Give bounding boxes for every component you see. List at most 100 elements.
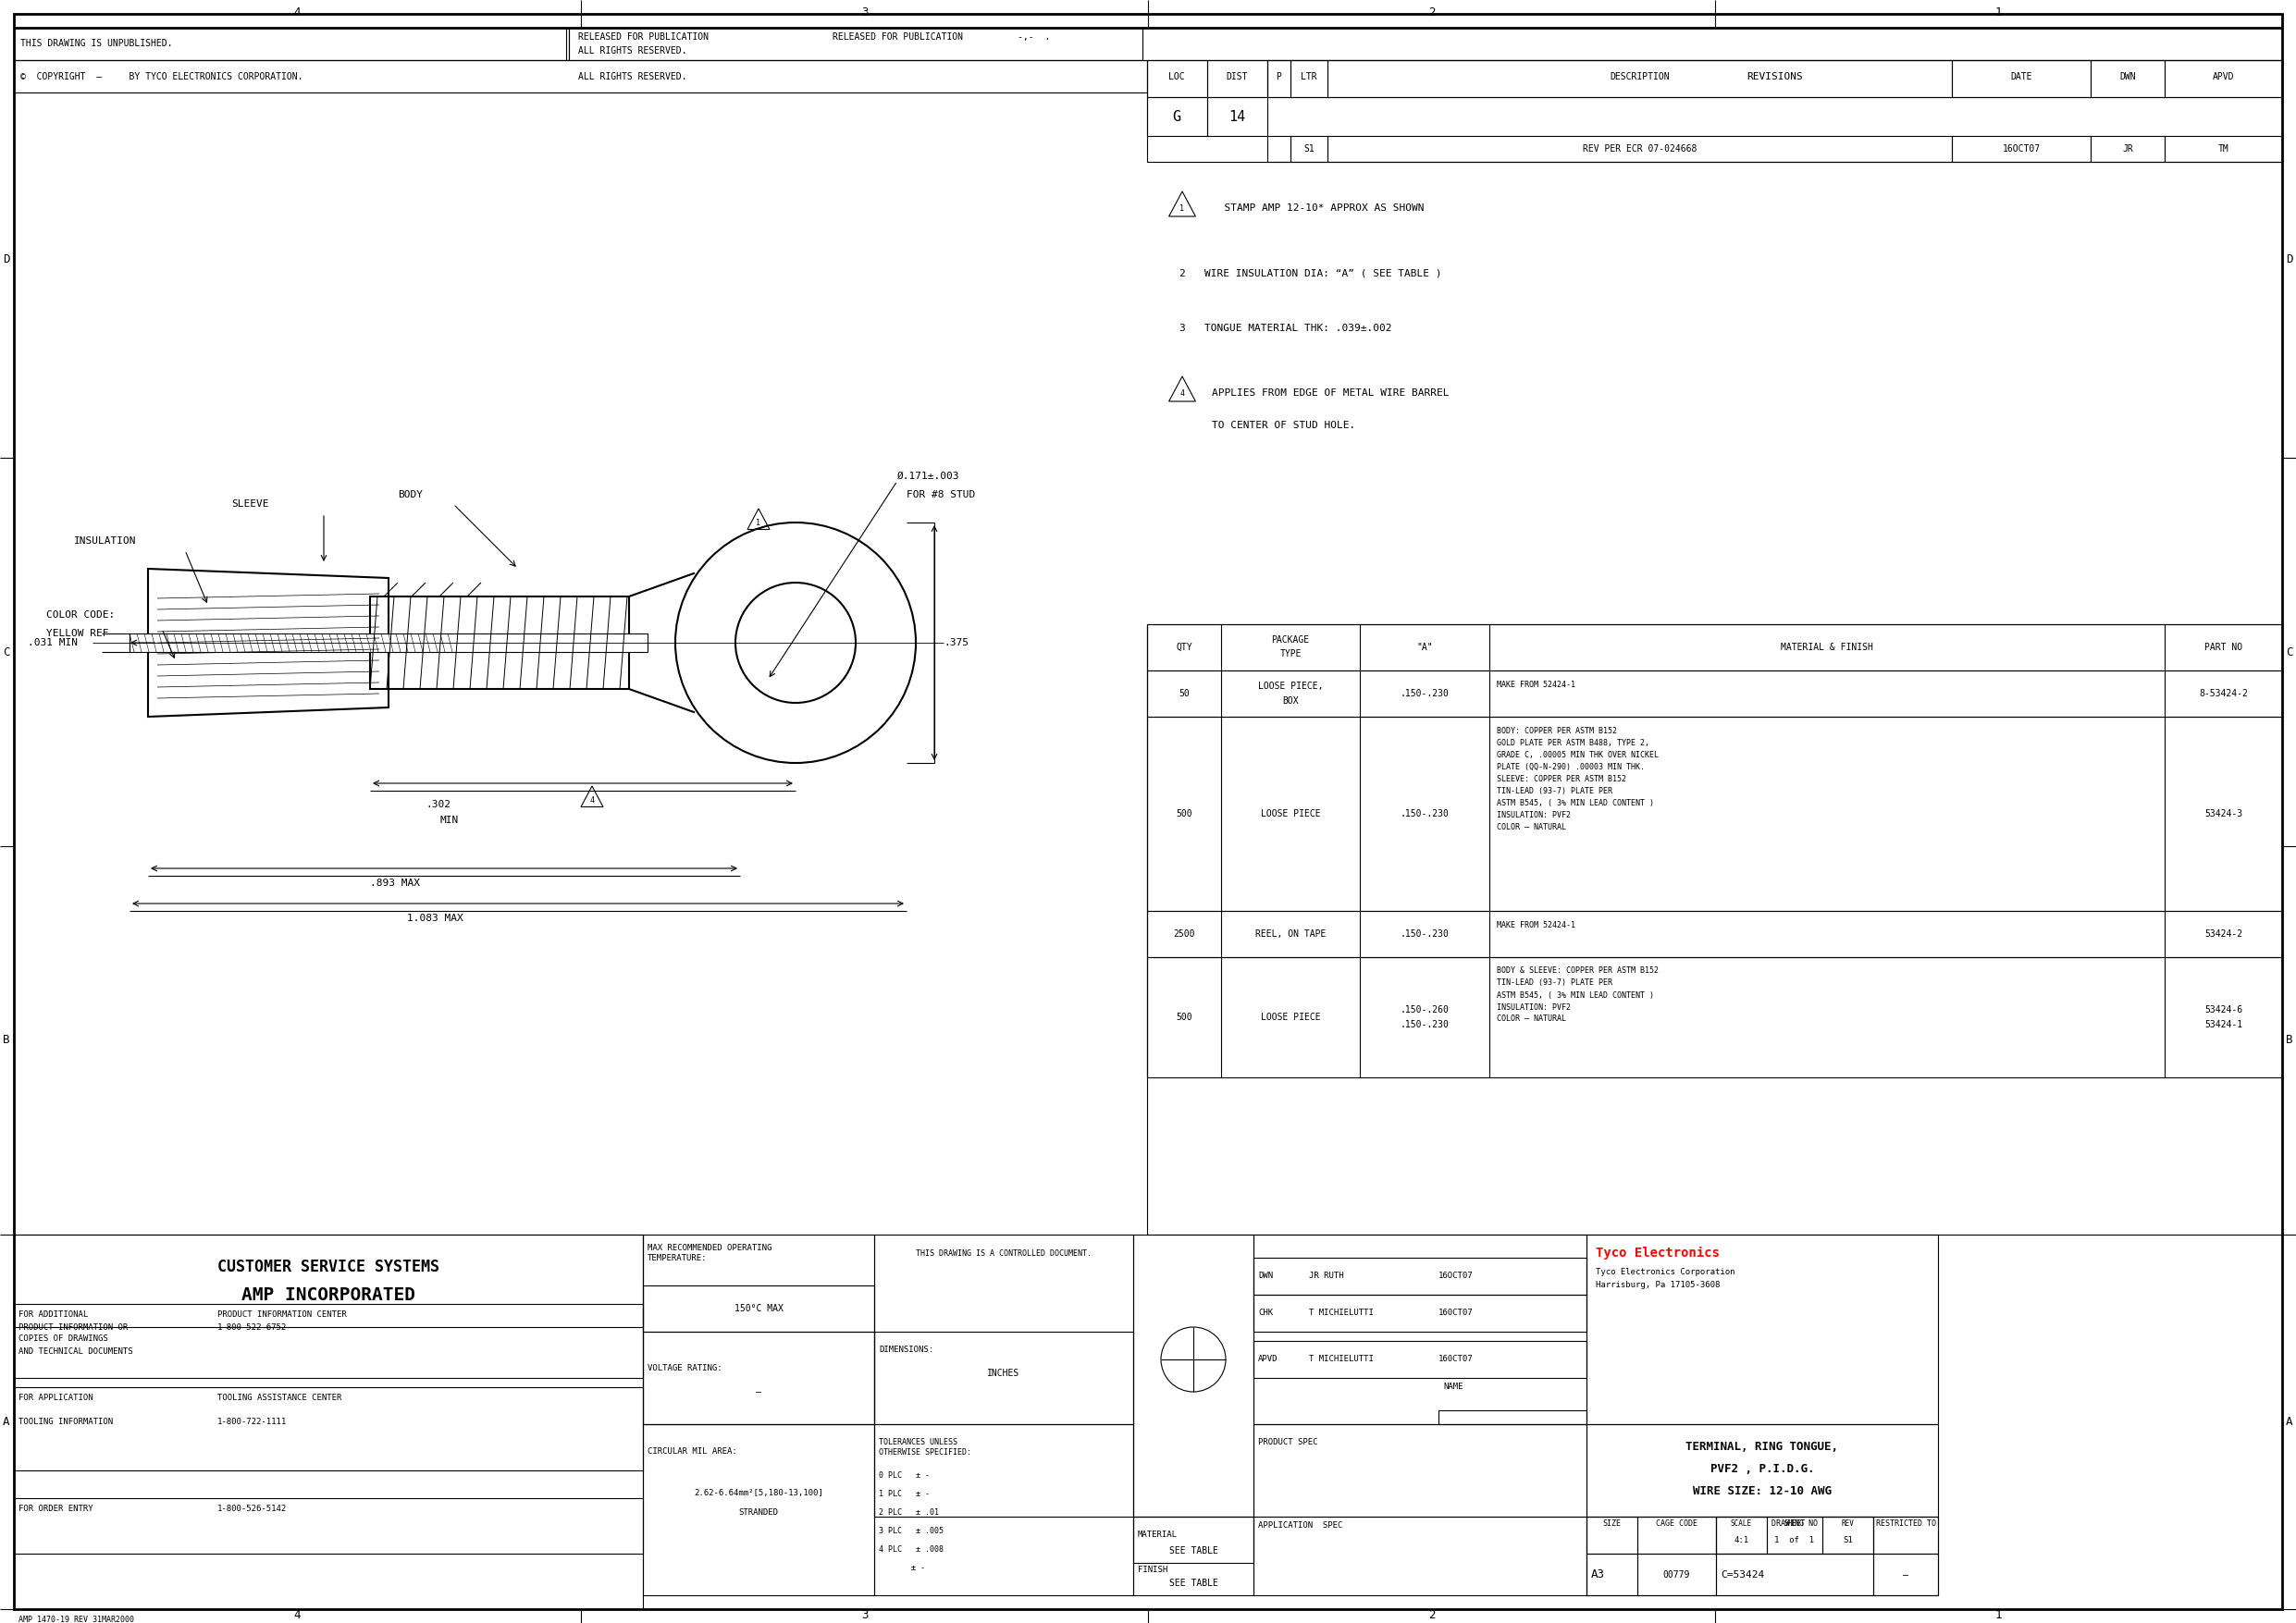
Text: 1: 1: [1180, 204, 1185, 213]
Text: 0 PLC   ± -: 0 PLC ± -: [879, 1470, 930, 1479]
Text: PACKAGE: PACKAGE: [1272, 635, 1309, 644]
Bar: [14, 1303, 643, 1378]
Text: 500: 500: [1176, 1013, 1192, 1022]
Bar: [1148, 60, 1208, 97]
Text: SLEEVE: COPPER PER ASTM B152: SLEEVE: COPPER PER ASTM B152: [1497, 774, 1626, 782]
Bar: [643, 1332, 875, 1423]
Text: APVD: APVD: [2213, 71, 2234, 81]
Text: TOLERANCES UNLESS
OTHERWISE SPECIFIED:: TOLERANCES UNLESS OTHERWISE SPECIFIED:: [879, 1438, 971, 1456]
Text: TERMINAL, RING TONGUE,: TERMINAL, RING TONGUE,: [1685, 1441, 1839, 1453]
Text: 2500: 2500: [1173, 930, 1194, 938]
Text: Ø.171±.003: Ø.171±.003: [898, 472, 960, 480]
Bar: [1148, 717, 2282, 911]
Text: -,-  .: -,- .: [1017, 32, 1049, 42]
Bar: [1440, 1410, 1587, 1423]
Bar: [1587, 1516, 1938, 1595]
Bar: [875, 1235, 1134, 1516]
Text: TOOLING INFORMATION: TOOLING INFORMATION: [18, 1419, 113, 1427]
Text: RELEASED FOR PUBLICATION: RELEASED FOR PUBLICATION: [579, 32, 709, 42]
Text: SEE TABLE: SEE TABLE: [1169, 1547, 1217, 1555]
Text: LOOSE PIECE: LOOSE PIECE: [1261, 810, 1320, 818]
Text: TM: TM: [2218, 144, 2229, 154]
Bar: [14, 1235, 643, 1608]
Text: 4: 4: [294, 1610, 301, 1621]
Text: DIMENSIONS:: DIMENSIONS:: [879, 1345, 934, 1354]
Text: NAME: NAME: [1444, 1383, 1463, 1391]
Text: ALL RIGHTS RESERVED.: ALL RIGHTS RESERVED.: [579, 45, 687, 55]
Text: 4:1: 4:1: [1733, 1535, 1750, 1543]
Text: REVISIONS: REVISIONS: [1747, 71, 1802, 81]
Text: WIRE SIZE: 12-10 AWG: WIRE SIZE: 12-10 AWG: [1692, 1485, 1832, 1496]
Text: 4: 4: [294, 6, 301, 18]
Text: 160CT07: 160CT07: [1440, 1310, 1474, 1318]
Text: 1-800-722-1111: 1-800-722-1111: [218, 1419, 287, 1427]
Bar: [14, 60, 1148, 93]
Text: INSULATION: INSULATION: [73, 536, 135, 545]
Bar: [1134, 1235, 1254, 1516]
Bar: [1637, 1553, 1715, 1595]
Text: PRODUCT SPEC: PRODUCT SPEC: [1258, 1438, 1318, 1446]
Bar: [1148, 97, 1208, 136]
Text: SLEEVE: SLEEVE: [232, 500, 269, 508]
Text: SCALE: SCALE: [1731, 1519, 1752, 1527]
Text: D: D: [2287, 253, 2294, 265]
Bar: [1637, 1516, 1715, 1553]
Text: DIST: DIST: [1226, 71, 1247, 81]
Text: TIN-LEAD (93-7) PLATE PER: TIN-LEAD (93-7) PLATE PER: [1497, 979, 1612, 987]
Text: .150-.230: .150-.230: [1401, 930, 1449, 938]
Text: APVD: APVD: [1258, 1355, 1279, 1363]
Text: 3 PLC   ± .005: 3 PLC ± .005: [879, 1526, 944, 1535]
Text: .893 MAX: .893 MAX: [370, 878, 420, 888]
Bar: [1134, 1516, 1254, 1595]
Text: COLOR — NATURAL: COLOR — NATURAL: [1497, 823, 1566, 831]
Text: RESTRICTED TO: RESTRICTED TO: [1876, 1519, 1936, 1527]
Text: 1-800-522-6752: 1-800-522-6752: [218, 1323, 287, 1331]
Text: REV: REV: [1841, 1519, 1855, 1527]
Text: 8-53424-2: 8-53424-2: [2200, 690, 2248, 698]
Text: CHK: CHK: [1258, 1310, 1272, 1318]
Text: .302: .302: [425, 800, 450, 810]
Text: 50: 50: [1178, 690, 1189, 698]
Text: .375: .375: [944, 638, 969, 648]
Text: LOOSE PIECE,: LOOSE PIECE,: [1258, 682, 1322, 691]
Text: SEE TABLE: SEE TABLE: [1169, 1579, 1217, 1587]
Text: 2: 2: [1428, 6, 1435, 18]
Text: DATE: DATE: [2011, 71, 2032, 81]
Text: GRADE C, .00005 MIN THK OVER NICKEL: GRADE C, .00005 MIN THK OVER NICKEL: [1497, 750, 1658, 760]
Text: CUSTOMER SERVICE SYSTEMS: CUSTOMER SERVICE SYSTEMS: [218, 1258, 439, 1276]
Bar: [2092, 60, 2165, 97]
Text: T MICHIELUTTI: T MICHIELUTTI: [1309, 1355, 1373, 1363]
Text: GOLD PLATE PER ASTM B488, TYPE 2,: GOLD PLATE PER ASTM B488, TYPE 2,: [1497, 738, 1649, 747]
Text: QTY: QTY: [1176, 643, 1192, 652]
Text: ALL RIGHTS RESERVED.: ALL RIGHTS RESERVED.: [579, 71, 687, 81]
Text: 2: 2: [1428, 1610, 1435, 1621]
Text: APPLICATION  SPEC: APPLICATION SPEC: [1258, 1522, 1343, 1530]
Text: TO CENTER OF STUD HOLE.: TO CENTER OF STUD HOLE.: [1212, 420, 1355, 430]
Text: .150-.260: .150-.260: [1401, 1005, 1449, 1014]
Bar: [1148, 670, 2282, 717]
Text: 150°C MAX: 150°C MAX: [735, 1303, 783, 1313]
Text: BODY: COPPER PER ASTM B152: BODY: COPPER PER ASTM B152: [1497, 727, 1616, 735]
Text: .031 MIN: .031 MIN: [28, 638, 78, 648]
Text: SHEET: SHEET: [1784, 1519, 1805, 1527]
Bar: [1715, 1553, 1874, 1595]
Text: 3: 3: [861, 1610, 868, 1621]
Text: G: G: [1173, 110, 1180, 123]
Bar: [1587, 1553, 1637, 1595]
Bar: [1874, 1516, 1938, 1553]
Text: C: C: [2, 646, 9, 657]
Text: A3: A3: [1591, 1569, 1605, 1581]
Bar: [1148, 60, 2282, 162]
Bar: [1327, 136, 1952, 162]
Text: FINISH: FINISH: [1139, 1566, 1169, 1574]
Text: JR RUTH: JR RUTH: [1309, 1272, 1343, 1281]
Text: FOR ADDITIONAL: FOR ADDITIONAL: [18, 1311, 87, 1319]
Bar: [1290, 136, 1327, 162]
Text: BODY: BODY: [397, 490, 422, 500]
Bar: [1267, 136, 1290, 162]
Text: JR: JR: [2122, 144, 2133, 154]
Text: 3: 3: [861, 6, 868, 18]
Text: STAMP AMP 12-10* APPROX AS SHOWN: STAMP AMP 12-10* APPROX AS SHOWN: [1212, 203, 1424, 213]
Bar: [875, 1332, 1134, 1423]
Text: PRODUCT INFORMATION CENTER: PRODUCT INFORMATION CENTER: [218, 1311, 347, 1319]
